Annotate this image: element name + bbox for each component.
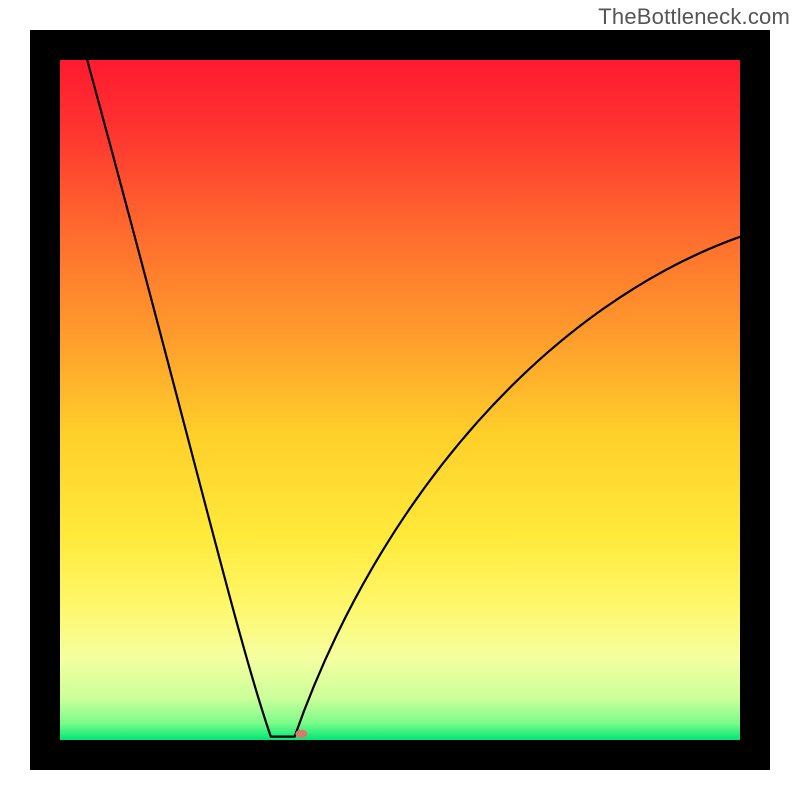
bottleneck-chart-svg — [0, 0, 800, 800]
chart-container: TheBottleneck.com — [0, 0, 800, 800]
optimal-point-marker — [295, 730, 307, 738]
watermark-text: TheBottleneck.com — [598, 4, 790, 30]
plot-background-gradient — [60, 60, 740, 740]
